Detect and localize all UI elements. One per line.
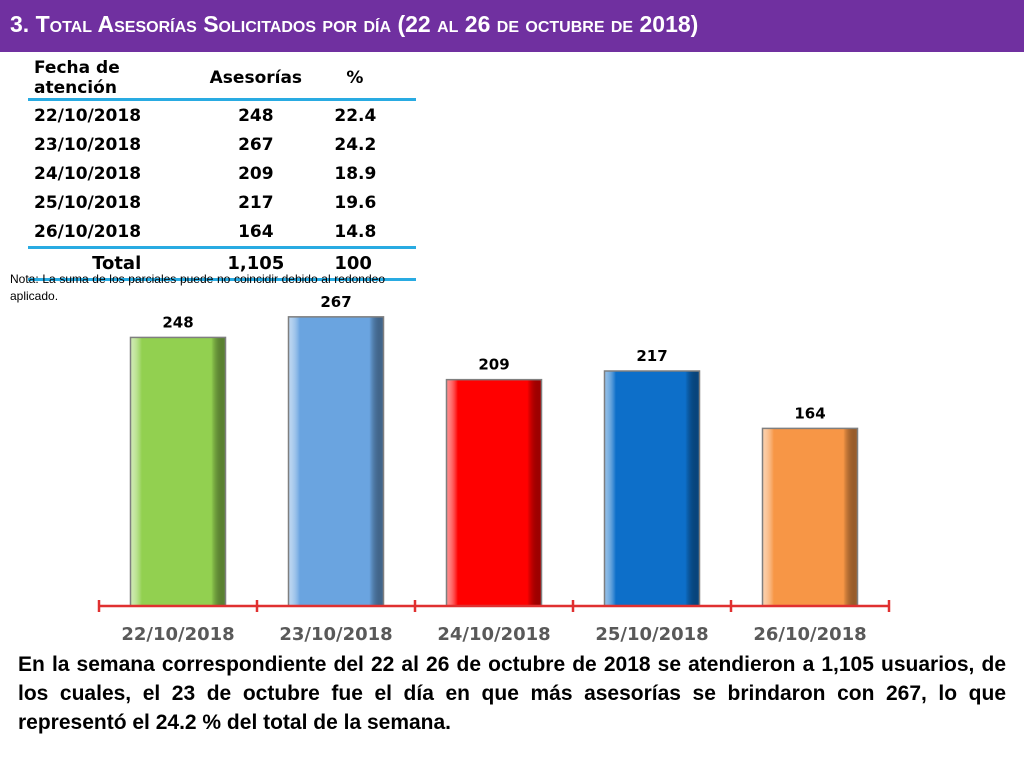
cell-percent: 24.2 bbox=[334, 134, 377, 155]
data-label: 164 bbox=[794, 404, 825, 422]
cell-percent: 19.6 bbox=[334, 192, 377, 213]
table-row: 22/10/2018 248 22.4 bbox=[28, 100, 416, 131]
category-label: 23/10/2018 bbox=[279, 624, 392, 645]
cell-percent: 22.4 bbox=[334, 105, 377, 126]
table-row: 25/10/2018 217 19.6 bbox=[28, 188, 416, 217]
category-label: 22/10/2018 bbox=[121, 624, 234, 645]
table-row: 23/10/2018 267 24.2 bbox=[28, 130, 416, 159]
cell-count: 209 bbox=[238, 163, 274, 184]
category-label: 25/10/2018 bbox=[595, 624, 708, 645]
column-header-percent: % bbox=[312, 58, 416, 101]
table-row: 26/10/2018 164 14.8 bbox=[28, 217, 416, 248]
category-label: 24/10/2018 bbox=[437, 624, 550, 645]
cell-count: 248 bbox=[238, 105, 274, 126]
total-percent: 100 bbox=[312, 246, 416, 281]
cell-count: 267 bbox=[238, 134, 274, 155]
slide-title-bar: 3. Total Asesorías Solicitados por día (… bbox=[0, 0, 1024, 52]
summary-paragraph: En la semana correspondiente del 22 al 2… bbox=[18, 653, 1006, 734]
data-label: 248 bbox=[162, 313, 193, 331]
title-text: Total Asesorías Solicitados por día bbox=[35, 11, 392, 37]
category-label: 26/10/2018 bbox=[753, 624, 866, 645]
cell-date: 26/10/2018 bbox=[34, 221, 142, 242]
cell-date: 23/10/2018 bbox=[34, 134, 142, 155]
title-period: (22 al 26 de octubre de 2018) bbox=[397, 11, 699, 37]
cell-percent: 18.9 bbox=[334, 163, 377, 184]
cell-date: 22/10/2018 bbox=[34, 105, 142, 126]
cell-percent: 14.8 bbox=[334, 221, 377, 242]
data-label: 267 bbox=[320, 293, 351, 311]
title-number: 3. bbox=[10, 11, 30, 37]
bar-shading bbox=[761, 427, 859, 607]
bar-shading bbox=[129, 336, 227, 607]
table-header-row: Fecha de atención Asesorías % bbox=[28, 58, 416, 101]
table-total-row: Total 1,105 100 bbox=[28, 246, 416, 281]
cell-date: 25/10/2018 bbox=[34, 192, 142, 213]
bar-shading bbox=[603, 370, 701, 607]
total-label: Total bbox=[28, 246, 200, 281]
total-count: 1,105 bbox=[199, 246, 313, 281]
bar-shading bbox=[287, 316, 385, 607]
data-label: 217 bbox=[636, 347, 667, 365]
data-label: 209 bbox=[478, 356, 509, 374]
asesorias-table: Fecha de atención Asesorías % 22/10/2018… bbox=[28, 58, 416, 281]
cell-count: 217 bbox=[238, 192, 274, 213]
rounding-note: Nota: La suma de los parciales puede no … bbox=[10, 272, 385, 303]
cell-count: 164 bbox=[238, 221, 274, 242]
bar-shading bbox=[445, 378, 543, 607]
cell-date: 24/10/2018 bbox=[34, 163, 142, 184]
table-row: 24/10/2018 209 18.9 bbox=[28, 159, 416, 188]
column-header-count: Asesorías bbox=[199, 58, 313, 101]
column-header-date: Fecha de atención bbox=[28, 58, 200, 101]
